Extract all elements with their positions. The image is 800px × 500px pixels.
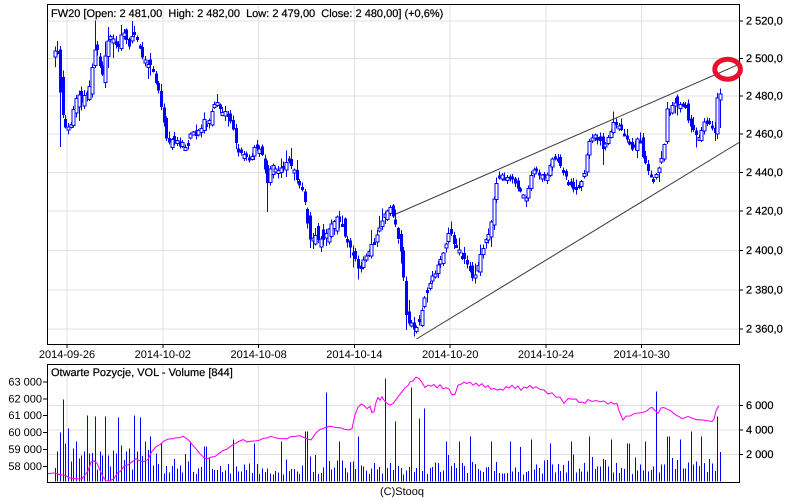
svg-text:2014-10-02: 2014-10-02 xyxy=(135,349,191,361)
svg-text:2 000: 2 000 xyxy=(746,449,774,461)
svg-text:2 480,0: 2 480,0 xyxy=(746,91,783,103)
svg-text:2014-10-30: 2014-10-30 xyxy=(614,349,670,361)
svg-text:2014-10-14: 2014-10-14 xyxy=(326,349,382,361)
svg-text:63 000: 63 000 xyxy=(8,376,42,388)
svg-text:58 000: 58 000 xyxy=(8,461,42,473)
svg-text:2014-10-08: 2014-10-08 xyxy=(230,349,286,361)
svg-text:Otwarte Pozycje, VOL - Volume: Otwarte Pozycje, VOL - Volume [844] xyxy=(51,367,233,379)
svg-text:2014-10-20: 2014-10-20 xyxy=(422,349,478,361)
svg-text:2 460,0: 2 460,0 xyxy=(746,129,783,141)
svg-text:2 520,0: 2 520,0 xyxy=(746,15,783,27)
svg-text:FW20 [Open: 2 481,00 High: 2: FW20 [Open: 2 481,00 High: 2 482,00 Low:… xyxy=(51,8,443,20)
svg-text:2014-09-26: 2014-09-26 xyxy=(39,349,95,361)
svg-text:(C)Stooq: (C)Stooq xyxy=(380,486,424,498)
svg-text:2 380,0: 2 380,0 xyxy=(746,284,783,296)
svg-text:60 000: 60 000 xyxy=(8,427,42,439)
svg-text:4 000: 4 000 xyxy=(746,424,774,436)
svg-text:2 500,0: 2 500,0 xyxy=(746,53,783,65)
svg-text:59 000: 59 000 xyxy=(8,444,42,456)
svg-text:2 440,0: 2 440,0 xyxy=(746,167,783,179)
svg-text:62 000: 62 000 xyxy=(8,393,42,405)
svg-text:2014-10-24: 2014-10-24 xyxy=(518,349,574,361)
svg-text:2 360,0: 2 360,0 xyxy=(746,323,783,335)
svg-text:2 420,0: 2 420,0 xyxy=(746,206,783,218)
svg-text:61 000: 61 000 xyxy=(8,410,42,422)
svg-text:6 000: 6 000 xyxy=(746,400,774,412)
svg-text:2 400,0: 2 400,0 xyxy=(746,245,783,257)
